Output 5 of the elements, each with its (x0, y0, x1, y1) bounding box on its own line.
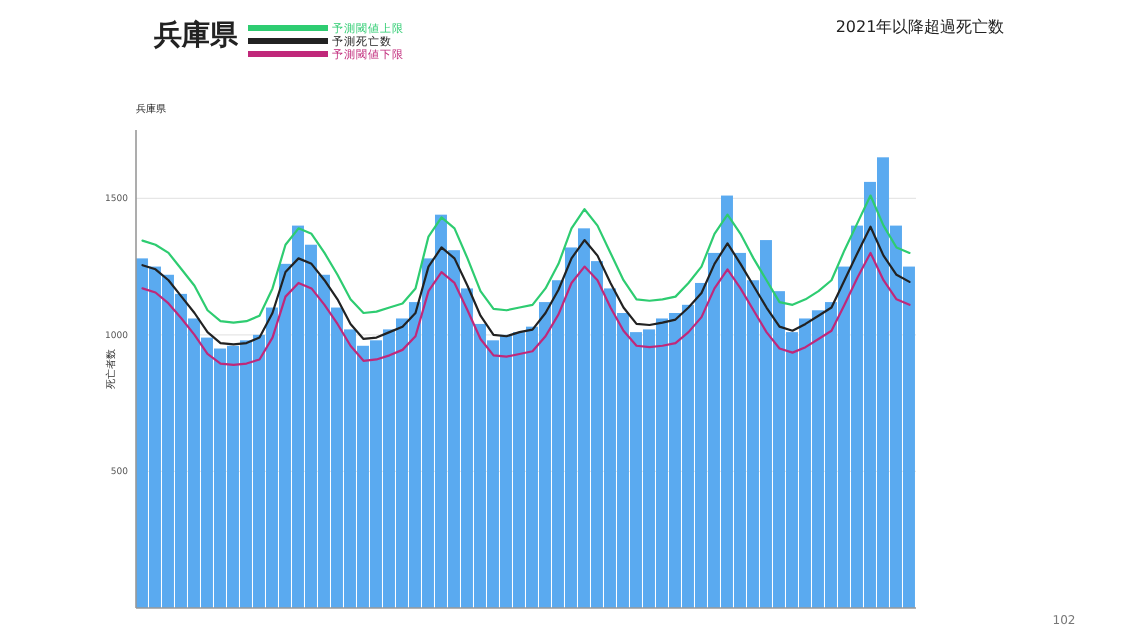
line-series (141, 194, 911, 324)
chart-title: 兵庫県 (152, 18, 240, 52)
line-series (141, 251, 911, 366)
text: 2021年以降超過死亡数 (835, 18, 1005, 36)
line-series (141, 225, 911, 346)
